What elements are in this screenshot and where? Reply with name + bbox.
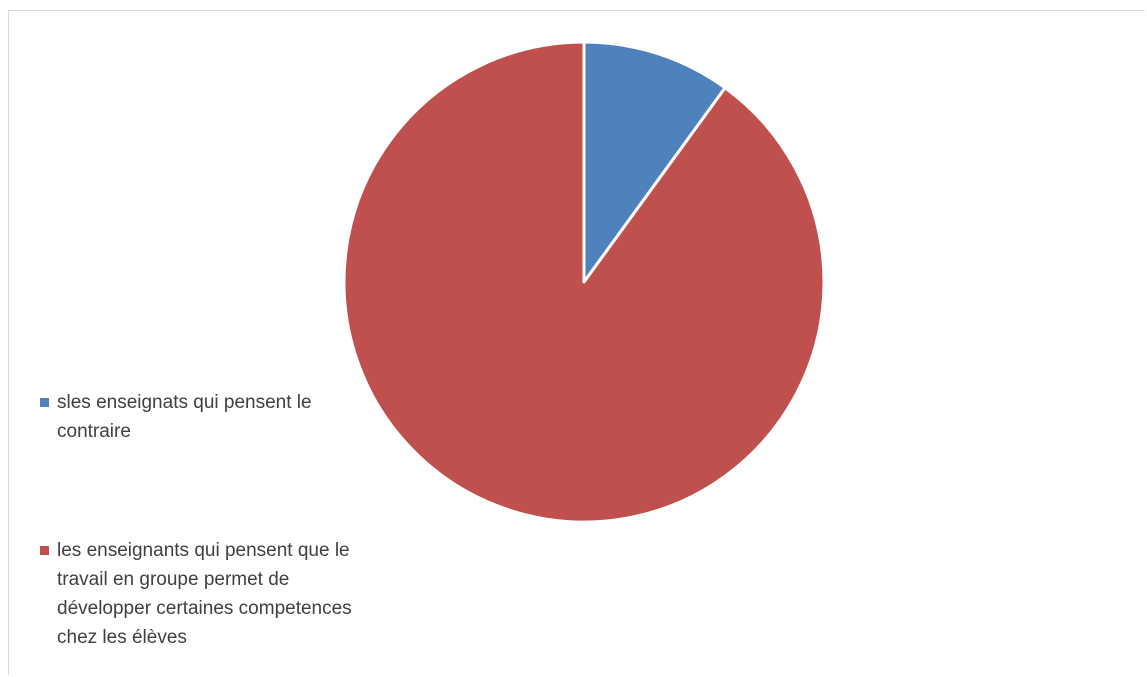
legend-item-contraire: sles enseignats qui pensent le contraire xyxy=(40,388,370,446)
chart-area xyxy=(8,10,1145,675)
legend-item-competences: les enseignants qui pensent que le trava… xyxy=(40,536,370,652)
pie-slice-contraire xyxy=(582,40,727,284)
legend-swatch-contraire xyxy=(40,398,49,407)
legend-label-contraire: sles enseignats qui pensent le contraire xyxy=(57,392,312,442)
legend-label-competences: les enseignants qui pensent que le trava… xyxy=(57,540,352,648)
legend-swatch-competences xyxy=(40,546,49,555)
pie-slice-competences xyxy=(342,40,826,524)
